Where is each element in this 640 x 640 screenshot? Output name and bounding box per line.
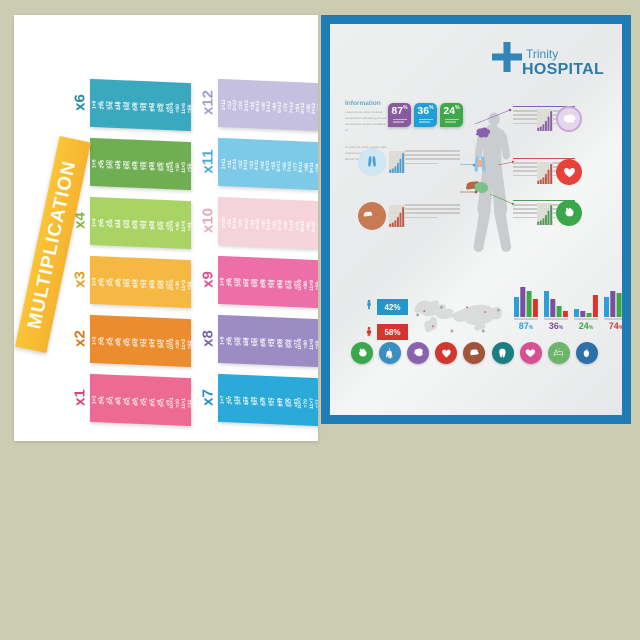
svg-text:Z: Z — [559, 349, 561, 351]
